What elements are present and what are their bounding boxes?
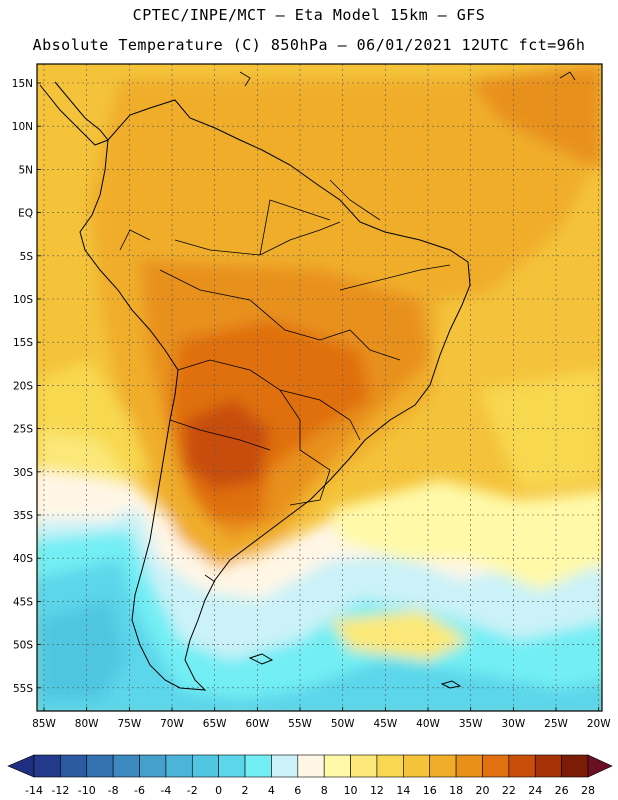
- colorbar-swatch: [165, 754, 193, 778]
- lon-label: 45W: [373, 718, 397, 730]
- colorbar-tick-label: -2: [187, 784, 198, 797]
- colorbar-swatch: [403, 754, 431, 778]
- lat-label: 15S: [13, 337, 33, 349]
- colorbar-tick-label: -8: [108, 784, 119, 797]
- colorbar-swatch: [60, 754, 88, 778]
- title-line-1: CPTEC/INPE/MCT – Eta Model 15km – GFS: [132, 6, 486, 24]
- colorbar-swatch: [297, 754, 325, 778]
- colorbar-tick-label: -10: [78, 784, 96, 797]
- temperature-field: [37, 64, 602, 711]
- colorbar-swatch: [350, 754, 378, 778]
- lat-label: 10S: [13, 294, 33, 306]
- lat-label: 45S: [13, 596, 33, 608]
- colorbar-tick-label: 16: [423, 784, 437, 797]
- lon-label: 50W: [331, 718, 355, 730]
- colorbar-swatch: [323, 754, 351, 778]
- lat-label: EQ: [18, 208, 33, 220]
- lon-label: 85W: [32, 718, 56, 730]
- colorbar-over-arrow: [587, 754, 613, 778]
- colorbar-tick-label: -6: [134, 784, 145, 797]
- colorbar-tick-label: 0: [215, 784, 222, 797]
- colorbar-tick-label: 24: [528, 784, 542, 797]
- colorbar-tick-label: 10: [344, 784, 358, 797]
- colorbar-swatch: [561, 754, 589, 778]
- lat-label: 30S: [13, 467, 33, 479]
- lon-label: 75W: [117, 718, 141, 730]
- colorbar-tick-label: 8: [321, 784, 328, 797]
- lon-label: 70W: [160, 718, 184, 730]
- colorbar-swatch: [482, 754, 510, 778]
- colorbar-tick-label: -4: [160, 784, 171, 797]
- lon-label: 40W: [416, 718, 440, 730]
- colorbar-swatch: [218, 754, 246, 778]
- colorbar-tick-label: 22: [502, 784, 516, 797]
- title-line-2: Absolute Temperature (C) 850hPa – 06/01/…: [32, 36, 586, 54]
- colorbar-swatch: [33, 754, 61, 778]
- colorbar-tick-label: 26: [555, 784, 569, 797]
- lat-label: 40S: [13, 553, 33, 565]
- colorbar-tick-label: 20: [475, 784, 489, 797]
- colorbar-swatch: [139, 754, 167, 778]
- lon-label: 20W: [587, 718, 611, 730]
- lon-label: 55W: [288, 718, 312, 730]
- lat-label: 50S: [13, 640, 33, 652]
- lon-label: 60W: [245, 718, 269, 730]
- graticule: [37, 64, 602, 711]
- colorbar-tick-label: 12: [370, 784, 384, 797]
- colorbar-tick-label: -12: [51, 784, 69, 797]
- colorbar-tick-labels: -14 -12 -10 -8 -6 -4 -2 0 2 4 6 8 10 12 14 16 18 20 22 24 26…: [25, 784, 595, 797]
- colorbar-tick-label: 18: [449, 784, 463, 797]
- colorbar-swatch: [429, 754, 457, 778]
- lon-label: 65W: [203, 718, 227, 730]
- colorbar-swatch: [86, 754, 114, 778]
- latitude-labels: 15N 10N 5N EQ 5S 10S 15S 20S 25S 30S 35S 40S 45S 50S 5…: [12, 78, 41, 695]
- colorbar-swatch: [112, 754, 140, 778]
- longitude-labels: 85W 80W 75W 70W 65W 60W 55W 50W 45W 40W 35W 30W 25W 2…: [32, 707, 611, 730]
- lon-label: 80W: [75, 718, 99, 730]
- colorbar-under-arrow: [7, 754, 35, 778]
- colorbar-swatch: [455, 754, 483, 778]
- lat-label: 55S: [13, 683, 33, 695]
- colorbar-swatch: [244, 754, 272, 778]
- colorbar-tick-label: -14: [25, 784, 43, 797]
- colorbar: [7, 754, 613, 778]
- colorbar-swatch: [191, 754, 219, 778]
- lat-label: 10N: [12, 121, 33, 133]
- lat-label: 5S: [20, 251, 34, 263]
- colorbar-swatch: [508, 754, 536, 778]
- colorbar-tick-label: 2: [242, 784, 249, 797]
- lat-label: 20S: [13, 380, 33, 392]
- colorbar-swatch: [271, 754, 299, 778]
- colorbar-tick-label: 4: [268, 784, 275, 797]
- lon-label: 30W: [501, 718, 525, 730]
- colorbar-tick-label: 14: [396, 784, 410, 797]
- map-frame: [36, 63, 603, 712]
- lat-label: 5N: [18, 164, 33, 176]
- lon-label: 25W: [544, 718, 568, 730]
- lat-label: 15N: [12, 78, 33, 90]
- lat-label: 25S: [13, 424, 33, 436]
- coastlines: [39, 71, 576, 691]
- colorbar-tick-label: 6: [294, 784, 301, 797]
- colorbar-swatch: [376, 754, 404, 778]
- colorbar-tick-label: 28: [581, 784, 595, 797]
- lon-label: 35W: [459, 718, 483, 730]
- colorbar-swatch: [534, 754, 562, 778]
- lat-label: 35S: [13, 510, 33, 522]
